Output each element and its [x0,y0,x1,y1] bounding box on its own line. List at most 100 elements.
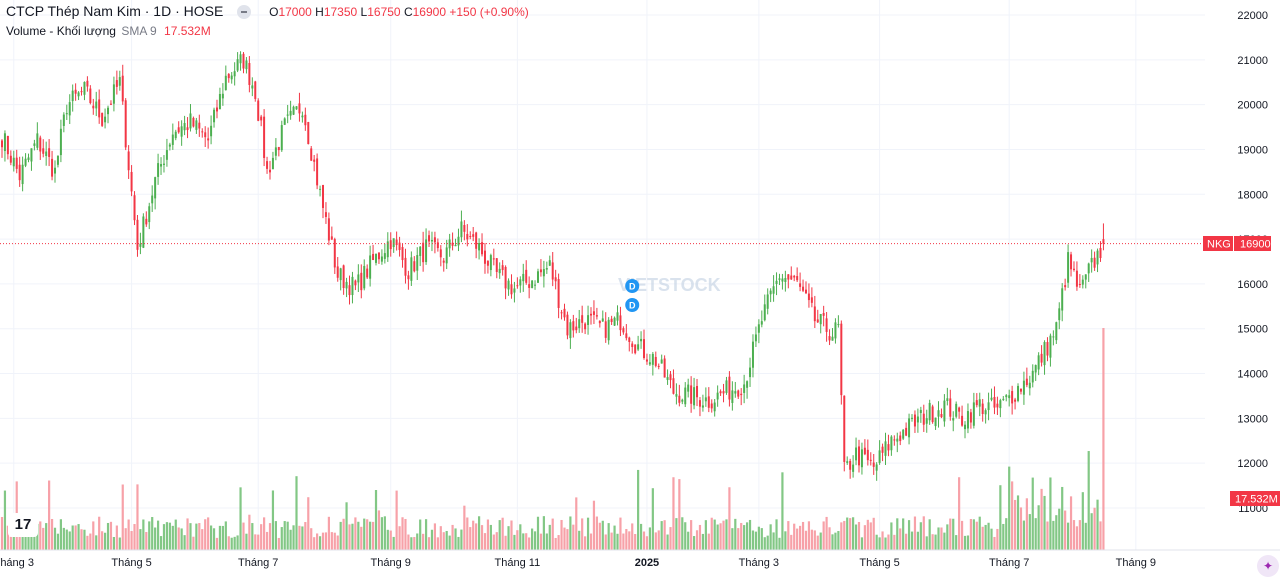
candle-body [884,441,887,456]
change-value: +150 (+0.90%) [449,5,529,19]
volume-bar [65,529,68,550]
volume-bar [398,526,401,550]
candle-body [1081,279,1084,285]
candle-body [218,93,221,110]
candle-body [286,114,289,116]
volume-bar [760,528,763,550]
candle-body [690,385,693,404]
volume-bar [245,533,248,550]
volume-bar [763,537,766,550]
volume-bar [298,525,301,550]
volume-bar [433,523,437,550]
candle-body [428,235,431,242]
candle-body [955,403,958,417]
candle-body [893,439,896,441]
volume-bar [103,532,107,550]
candle-body [740,393,743,396]
candle-body [151,195,154,204]
candle-body [56,155,59,165]
candle-body [551,262,554,280]
volume-bar [1043,495,1046,550]
price-axis[interactable]: 1100012000130001400015000160001700018000… [1237,10,1268,515]
candle-body [519,279,522,286]
time-axis[interactable]: Tháng 3 Tháng 5 Tháng 7 Tháng 9 Tháng 11 2025… [0,549,1280,569]
volume-bar [389,530,392,550]
volume-bar [260,524,263,550]
volume-bar [572,524,575,550]
time-tick-label: Tháng 7 [989,557,1029,569]
candle-body [372,253,375,261]
volume-bar [704,520,707,550]
volume-bar [584,536,587,550]
volume-bar [622,533,625,550]
volume-bar [757,526,760,550]
candle-body [215,107,218,112]
volume-bar [475,523,478,550]
volume-bar [401,517,404,550]
volume-bar [1011,481,1014,550]
candle-body [787,274,790,280]
candle-body [204,132,207,138]
candle-body [274,147,277,156]
volume-bar [112,536,116,550]
tradingview-logo-icon[interactable]: 17 [8,513,38,537]
volume-bar [607,523,610,550]
collapse-legend-icon[interactable] [237,5,252,20]
candle-body [257,100,260,121]
volume-bar [301,526,304,550]
candle-body [660,359,663,364]
candle-body [366,268,369,278]
candle-body [419,246,422,257]
volume-bar [263,517,266,550]
volume-bar [165,522,169,550]
candle-body [98,99,101,118]
volume-bar [907,520,911,550]
volume-bar [790,534,793,550]
candle-body [510,284,513,295]
dividend-markers[interactable]: DD [625,279,640,312]
volume-bar [360,526,363,550]
volume-bar [910,531,914,550]
candle-body [89,88,92,104]
candle-body [707,396,710,408]
volume-bar [919,522,922,550]
dividend-marker [625,279,640,293]
candle-body [3,133,6,152]
candle-body [634,344,637,354]
volume-bar [831,534,834,550]
volume-label[interactable]: Volume - Khối lượng [6,24,116,38]
volume-bar [528,537,531,550]
candle-body [392,238,395,248]
volume-bar [419,519,422,550]
candle-body [987,402,990,411]
candle-body [840,323,843,396]
candle-body [666,377,669,380]
assistant-icon[interactable]: ✦ [1257,555,1279,577]
volume-bar [687,531,690,550]
volume-bar [227,536,230,550]
candle-body [33,143,36,146]
volume-bar [969,518,973,550]
candle-body [310,148,313,161]
candle-body [142,216,145,248]
candle-body [475,232,478,249]
volume-bar [958,477,961,550]
volume-bar [545,533,548,550]
high-value: 17350 [323,5,358,19]
time-tick-label: Tháng 7 [238,557,278,569]
volume-bar [533,531,537,550]
candle-body [964,424,967,430]
volume-bar [80,529,83,550]
volume-bar [483,533,487,550]
volume-bar [595,516,598,550]
volume-bar [1052,520,1055,550]
volume-bar [981,526,984,550]
candle-body [92,105,95,109]
candle-body [943,400,946,422]
volume-bar [424,519,428,550]
candle-body [1037,355,1040,370]
volume-bar [271,490,275,550]
chart-title[interactable]: CTCP Thép Nam Kim · 1D · HOSE [6,3,224,19]
